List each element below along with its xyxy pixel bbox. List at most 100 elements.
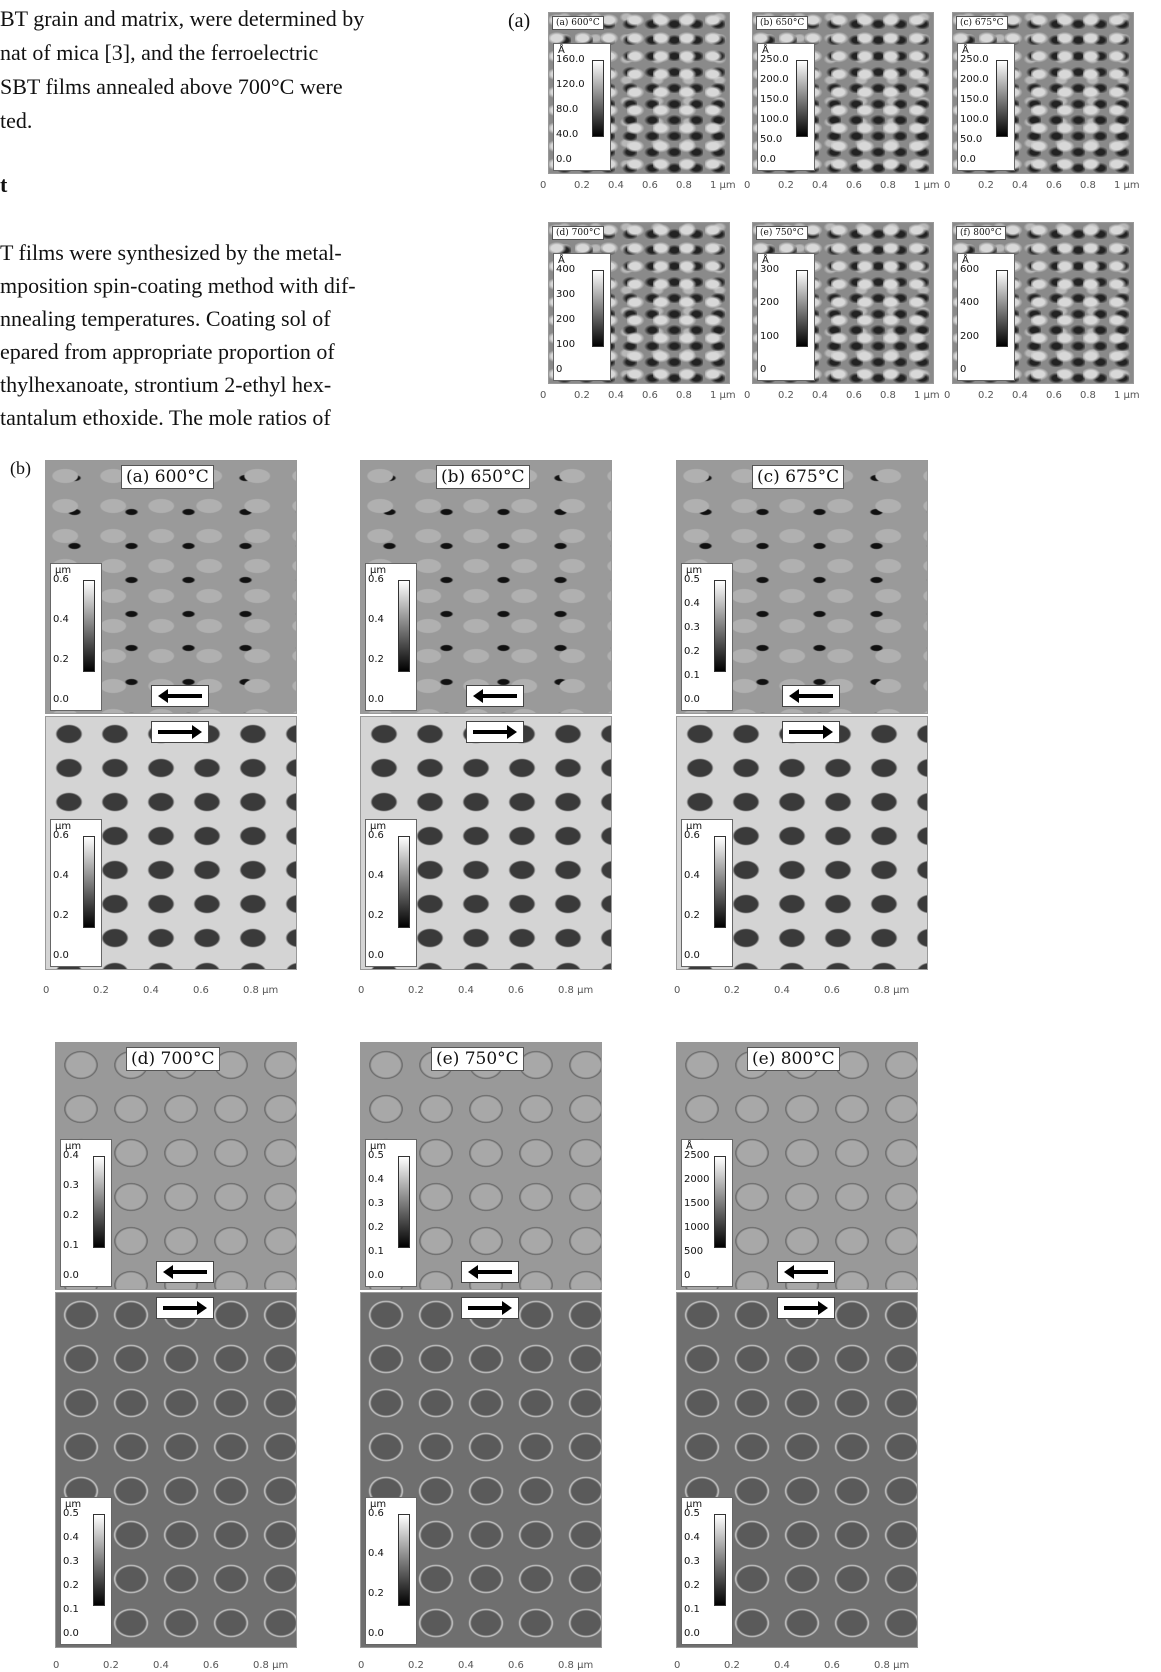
scale-tick-label: 0.0 [684, 1628, 700, 1639]
afm-image: (f) 800°CÅ6004002000 [952, 222, 1134, 384]
scale-tick-label: 0.1 [684, 1604, 700, 1615]
text-line: epared from appropriate proportion of [0, 339, 470, 365]
arrow [157, 1262, 213, 1282]
x-tick-label: 0 [540, 180, 546, 191]
scale-tick-label: 0.6 [53, 830, 69, 841]
scale-tick-label: 0.4 [63, 1150, 79, 1161]
scale-tick-label: 150.0 [760, 94, 789, 105]
scale-tick-label: 40.0 [556, 129, 578, 140]
gradient-bar [398, 1156, 410, 1248]
scale-tick-label: 0 [556, 364, 562, 375]
scale-tick-label: 200.0 [760, 74, 789, 85]
x-tick-label: 0.4 [608, 390, 624, 401]
scale-tick-label: 0.0 [368, 694, 384, 705]
panel-title: (e) 800°C [747, 1047, 840, 1071]
scale-tick-label: 0.2 [368, 654, 384, 665]
scale-tick-label: 0.0 [63, 1628, 79, 1639]
scale-tick-label: 0 [960, 364, 966, 375]
x-tick-label: 0.2 [408, 985, 424, 996]
x-tick-label: 0 [540, 390, 546, 401]
scale-tick-label: 0.3 [684, 1556, 700, 1567]
x-tick-label: 0 [43, 985, 49, 996]
scale-tick-label: 0.3 [368, 1198, 384, 1209]
arrow-box [466, 721, 524, 743]
scale-tick-label: 100 [556, 339, 575, 350]
color-scale: Å250.0200.0150.0100.050.00.0 [957, 43, 1015, 171]
arrow [152, 722, 208, 742]
text-line: SBT films annealed above 700°C were [0, 74, 470, 100]
arrow-box [151, 721, 209, 743]
gradient-bar [93, 1514, 105, 1606]
arrow [157, 1298, 213, 1318]
arrow [783, 722, 839, 742]
color-scale: µm0.50.40.30.20.10.0 [681, 1497, 733, 1645]
x-tick-label: 0.8 [880, 180, 896, 191]
scale-tick-label: 400 [960, 297, 979, 308]
x-tick-label: 0.6 [642, 180, 658, 191]
gradient-bar [714, 1514, 726, 1606]
lateral-force-image: (a) 600°Cµm0.60.40.20.0 [45, 460, 297, 714]
scale-tick-label: 0.4 [63, 1532, 79, 1543]
x-tick-label: 0.8 [880, 390, 896, 401]
color-scale: Å3002001000 [757, 253, 815, 381]
scale-tick-label: 0.2 [63, 1580, 79, 1591]
panel-title: (d) 700°C [126, 1047, 220, 1071]
scale-tick-label: 0 [684, 1270, 690, 1281]
x-tick-label: 0.8 [676, 180, 692, 191]
scale-tick-label: 200.0 [960, 74, 989, 85]
scale-tick-label: 0.3 [684, 622, 700, 633]
afm-image: (d) 700°CÅ4003002001000 [548, 222, 730, 384]
color-scale: µm0.50.40.30.20.10.0 [60, 1497, 112, 1645]
text-line: thylhexanoate, strontium 2-ethyl hex- [0, 372, 470, 398]
section-heading: t [0, 172, 7, 198]
scale-tick-label: 0.6 [368, 574, 384, 585]
page: BT grain and matrix, were determined byn… [0, 0, 1161, 1672]
scale-tick-label: 0.2 [53, 910, 69, 921]
arrow-box [777, 1297, 835, 1319]
scale-tick-label: 1000 [684, 1222, 709, 1233]
x-tick-label: 0.2 [574, 180, 590, 191]
arrow [467, 686, 523, 706]
scale-tick-label: 80.0 [556, 104, 578, 115]
color-scale: µm0.50.40.30.20.10.0 [681, 563, 733, 711]
x-tick-label: 0.4 [1012, 180, 1028, 191]
gradient-bar [592, 60, 604, 137]
x-tick-label: 0.8 µm [874, 1660, 909, 1671]
scale-tick-label: 50.0 [960, 134, 982, 145]
figure-label: (b) [10, 458, 31, 479]
lateral-force-image: µm0.60.40.20.0 [45, 716, 297, 970]
color-scale: µm0.60.40.20.0 [681, 819, 733, 967]
scale-tick-label: 0.6 [684, 830, 700, 841]
panel-title: (b) 650°C [756, 16, 808, 30]
gradient-bar [398, 1514, 410, 1606]
x-tick-label: 0.2 [778, 180, 794, 191]
scale-tick-label: 0.0 [556, 154, 572, 165]
scale-tick-label: 0.2 [63, 1210, 79, 1221]
x-tick-label: 0.2 [724, 1660, 740, 1671]
x-tick-label: 0.8 [676, 390, 692, 401]
scale-tick-label: 0.4 [684, 1532, 700, 1543]
x-tick-label: 0.2 [93, 985, 109, 996]
x-tick-label: 0.6 [824, 1660, 840, 1671]
scale-tick-label: 100.0 [960, 114, 989, 125]
scale-tick-label: 0.3 [63, 1556, 79, 1567]
scale-tick-label: 150.0 [960, 94, 989, 105]
scale-tick-label: 0.5 [368, 1150, 384, 1161]
x-tick-label: 0 [674, 985, 680, 996]
x-tick-label: 0.4 [153, 1660, 169, 1671]
scale-tick-label: 1500 [684, 1198, 709, 1209]
color-scale: Å25002000150010005000 [681, 1139, 733, 1287]
scale-tick-label: 160.0 [556, 54, 585, 65]
scale-tick-label: 0.4 [368, 870, 384, 881]
scale-tick-label: 0.1 [684, 670, 700, 681]
scale-tick-label: 0.2 [368, 910, 384, 921]
scale-tick-label: 0.5 [63, 1508, 79, 1519]
x-tick-label: 0.6 [203, 1660, 219, 1671]
x-tick-label: 0 [944, 390, 950, 401]
color-scale: µm0.50.40.30.20.10.0 [365, 1139, 417, 1287]
x-tick-label: 0.8 µm [243, 985, 278, 996]
